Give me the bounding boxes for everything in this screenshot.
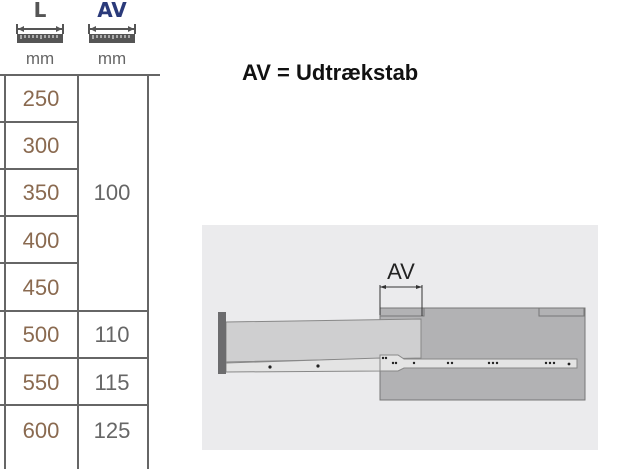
length-unit: mm — [25, 49, 55, 68]
table-border — [0, 310, 148, 312]
length-cell: 500 — [22, 322, 60, 347]
page-title: AV = Udtrækstab — [242, 60, 419, 85]
length-cell: 550 — [22, 370, 60, 395]
av-dimension — [379, 285, 423, 316]
table-border — [4, 74, 6, 469]
cabinet-rail — [379, 354, 578, 372]
av-unit: mm — [97, 49, 127, 68]
table-border — [0, 262, 78, 264]
table-border — [0, 121, 78, 123]
length-column-header: L mm — [14, 0, 66, 67]
drawer-diagram: AV — [202, 225, 598, 450]
ruler-icon — [16, 24, 64, 43]
length-cell: 400 — [22, 228, 60, 253]
length-cell: 450 — [22, 275, 60, 300]
length-cell: 350 — [22, 180, 60, 205]
av-cell: 110 — [94, 322, 130, 347]
table-border — [0, 74, 160, 76]
av-dimension-label: AV — [387, 259, 415, 284]
table-border — [0, 215, 78, 217]
av-cell: 115 — [94, 370, 130, 395]
av-column-header: AV mm — [86, 0, 138, 67]
av-label: AV — [97, 0, 127, 22]
table-border — [0, 404, 148, 406]
length-cell: 600 — [22, 418, 60, 443]
table-border — [147, 74, 149, 469]
length-cell: 300 — [22, 133, 60, 158]
table-border — [0, 357, 148, 359]
av-cell: 125 — [93, 418, 131, 443]
table-border — [0, 168, 78, 170]
table-border — [77, 74, 79, 469]
length-cell: 250 — [22, 86, 60, 111]
av-cell: 100 — [93, 180, 131, 205]
drawer-illustration: AV — [218, 259, 586, 401]
ruler-icon — [88, 24, 136, 43]
length-label: L — [33, 0, 47, 22]
drawer-front — [218, 312, 226, 374]
